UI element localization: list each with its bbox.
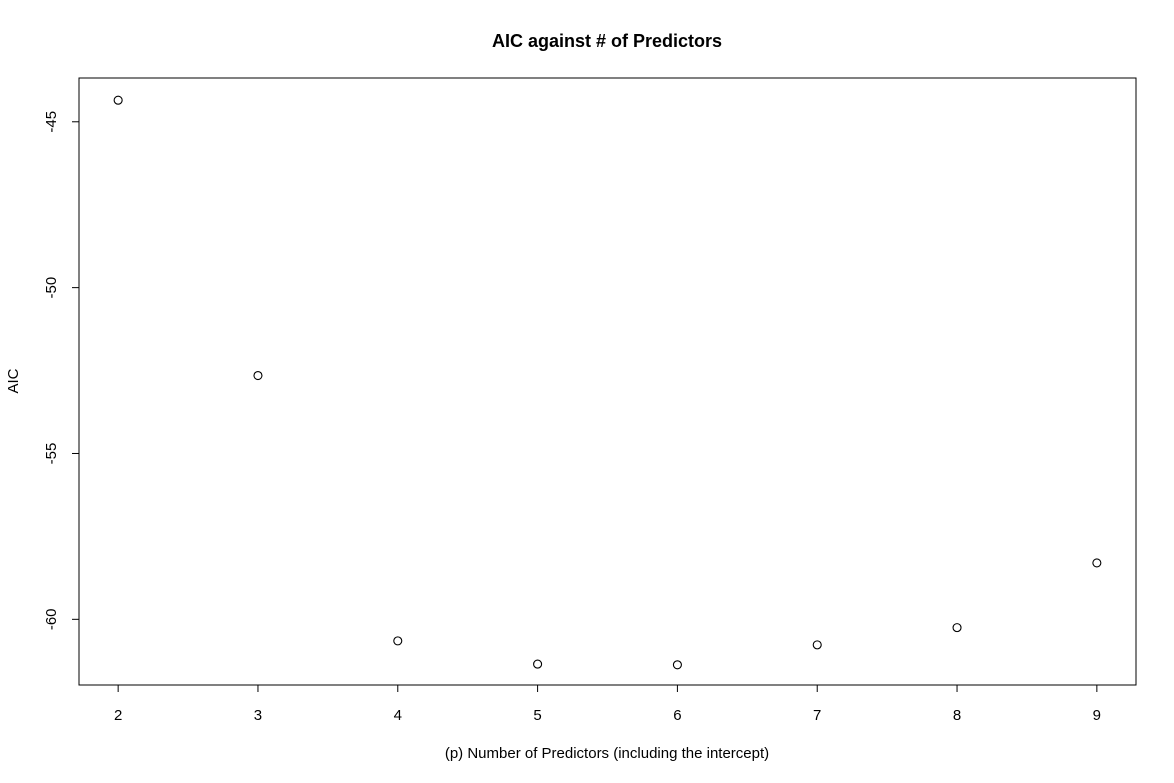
data-point	[113, 95, 123, 105]
data-point	[533, 659, 543, 669]
data-point	[812, 640, 822, 650]
x-tick-label: 2	[114, 707, 122, 724]
data-point	[393, 636, 403, 646]
x-tick-label: 4	[394, 707, 402, 724]
y-axis-label: AIC	[5, 368, 22, 393]
data-point	[952, 623, 962, 633]
y-tick-label: -50	[43, 277, 60, 299]
y-tick-label: -60	[43, 608, 60, 630]
chart-title: AIC against # of Predictors	[492, 31, 722, 51]
y-tick-label: -45	[43, 111, 60, 133]
x-tick-label: 6	[673, 707, 681, 724]
y-axis: -45 -50 -55 -60	[43, 111, 80, 630]
x-tick-label: 5	[533, 707, 541, 724]
data-point	[253, 370, 263, 381]
x-tick-label: 8	[953, 707, 961, 724]
data-point	[672, 660, 682, 670]
x-axis-label: (p) Number of Predictors (including the …	[445, 745, 769, 762]
x-tick-label: 9	[1093, 707, 1101, 724]
data-points	[113, 95, 1102, 670]
x-tick-label: 3	[254, 707, 262, 724]
y-tick-label: -55	[43, 443, 60, 465]
x-axis: 2 3 4 5 6 7 8 9	[114, 684, 1101, 724]
data-point	[1092, 558, 1102, 568]
x-tick-label: 7	[813, 707, 821, 724]
